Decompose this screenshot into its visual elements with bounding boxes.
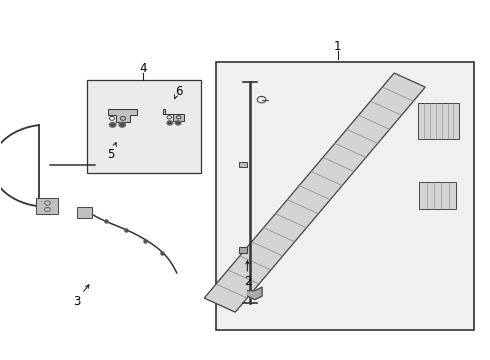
Circle shape <box>175 121 181 125</box>
Circle shape <box>119 122 125 127</box>
Text: 1: 1 <box>334 40 342 53</box>
Bar <box>216 62 474 330</box>
Bar <box>419 182 456 208</box>
Polygon shape <box>204 73 425 312</box>
Text: 4: 4 <box>139 62 147 75</box>
Text: 6: 6 <box>175 85 183 98</box>
Polygon shape <box>163 109 184 121</box>
Text: 3: 3 <box>73 295 80 308</box>
Bar <box>239 162 247 167</box>
Circle shape <box>167 121 172 125</box>
Text: 2: 2 <box>244 275 251 288</box>
Bar <box>418 103 460 139</box>
Bar <box>36 198 58 214</box>
Bar <box>77 207 92 217</box>
Circle shape <box>109 122 116 127</box>
Polygon shape <box>108 109 137 122</box>
Bar <box>87 80 201 173</box>
Bar <box>239 247 247 253</box>
Text: 5: 5 <box>107 148 115 162</box>
Polygon shape <box>247 287 262 300</box>
